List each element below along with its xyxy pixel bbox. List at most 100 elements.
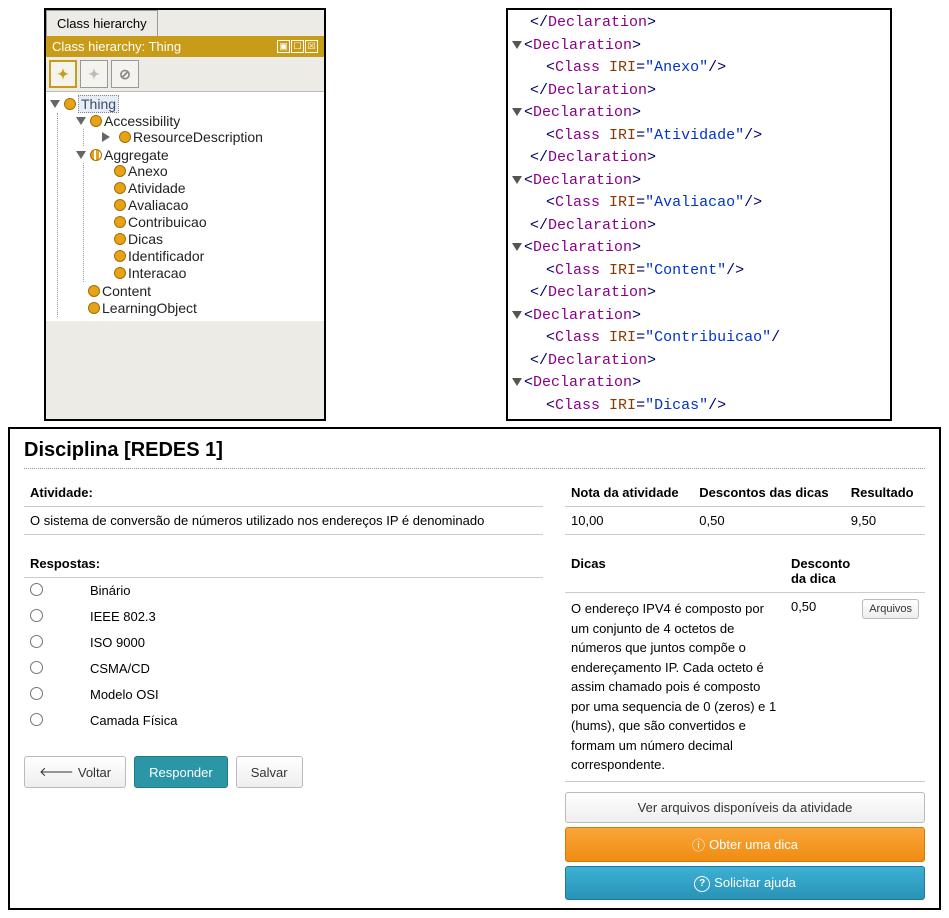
respond-button[interactable]: Responder [134,756,228,788]
activity-form-panel: Disciplina [REDES 1] Atividade: O sistem… [8,427,941,910]
delete-icon[interactable]: ⊘ [111,60,139,88]
tree-node-label: Avaliacao [128,197,188,213]
save-button[interactable]: Salvar [236,756,303,788]
tree-node[interactable]: Aggregate [76,147,320,163]
xml-line: <Class IRI="Content"/> [512,260,882,283]
xml-line: <Class IRI="Dicas"/> [512,395,882,418]
xml-line: </Declaration> [512,350,882,373]
hint-discount-header: Desconto da dica [785,550,856,593]
answer-row: CSMA/CD [24,656,543,682]
xml-line: </Declaration> [512,12,882,35]
window-controls: ▣ ☐ ☒ [277,40,318,53]
class-bullet-icon [114,182,126,194]
tree-node[interactable]: ResourceDescription [102,129,320,145]
minimize-icon[interactable]: ☐ [291,40,304,53]
answer-row: Binário [24,578,543,605]
expand-arrow-icon[interactable] [50,100,60,108]
tree-node-label: Content [102,283,151,299]
xml-source-panel: </Declaration><Declaration><Class IRI="A… [506,8,892,421]
score-result: 9,50 [845,507,925,535]
divider [24,468,925,469]
add-sibling-icon[interactable]: ✦ [49,60,77,88]
hints-header: Dicas [565,550,785,593]
tree-node[interactable]: Avaliacao [102,197,320,213]
answer-radio[interactable] [30,713,43,726]
tree-node-label: Anexo [128,163,168,179]
see-files-button[interactable]: Ver arquivos disponíveis da atividade [565,792,925,823]
tree-node-label: Dicas [128,231,163,247]
answers-header: Respostas: [24,550,543,578]
xml-line: </Declaration> [512,215,882,238]
answer-radio[interactable] [30,583,43,596]
answer-label: ISO 9000 [84,630,543,656]
score-discount: 0,50 [693,507,845,535]
class-tree: ThingAccessibilityResourceDescription Agg… [46,92,324,321]
hint-files-button[interactable]: Arquivos [862,599,919,619]
tree-node[interactable]: Atividade [102,180,320,196]
close-icon[interactable]: ☒ [305,40,318,53]
titlebar-text: Class hierarchy: Thing [52,39,181,54]
answer-label: IEEE 802.3 [84,604,543,630]
score-grade: 10,00 [565,507,693,535]
expand-arrow-icon[interactable] [76,151,86,159]
score-result-header: Resultado [845,479,925,507]
class-bullet-icon [114,199,126,211]
score-grade-header: Nota da atividade [565,479,693,507]
class-bullet-icon [114,250,126,262]
xml-line: <Class IRI="Atividade"/> [512,125,882,148]
activity-text: O sistema de conversão de números utiliz… [24,507,543,535]
answer-label: CSMA/CD [84,656,543,682]
hint-text: O endereço IPV4 é composto por um conjun… [565,593,785,782]
score-table: Nota da atividade Descontos das dicas Re… [565,479,925,535]
answer-radio[interactable] [30,687,43,700]
activity-table: Atividade: O sistema de conversão de núm… [24,479,543,535]
tree-node[interactable]: Anexo [102,163,320,179]
back-button[interactable]: 🡐 Voltar [24,756,126,788]
tree-node-label: Interacao [128,265,186,281]
tree-node[interactable]: Contribuicao [102,214,320,230]
activity-header: Atividade: [24,479,543,507]
expand-arrow-icon[interactable] [76,117,86,125]
tree-node[interactable]: Dicas [102,231,320,247]
xml-line: <Declaration> [512,35,882,58]
info-icon [692,835,705,854]
answer-row: Modelo OSI [24,682,543,708]
answer-row: Camada Física [24,708,543,734]
class-bullet-icon [90,149,102,161]
ask-help-button[interactable]: Solicitar ajuda [565,866,925,900]
answer-radio[interactable] [30,609,43,622]
class-bullet-icon [64,98,76,110]
class-hierarchy-panel: Class hierarchy Class hierarchy: Thing ▣… [44,8,326,421]
xml-line: <Class IRI="Anexo"/> [512,57,882,80]
xml-line: <Class IRI="Contribuicao"/ [512,327,882,350]
tree-node-label: ResourceDescription [133,129,263,145]
tree-node-label: Accessibility [104,113,180,129]
tree-node[interactable]: Accessibility [76,113,320,129]
tree-node-label: Aggregate [104,147,169,163]
tree-node[interactable]: Interacao [102,265,320,281]
class-bullet-icon [88,285,100,297]
tree-node[interactable]: LearningObject [76,300,320,316]
add-child-icon[interactable]: ✦ [80,60,108,88]
xml-line: <Declaration> [512,372,882,395]
score-discount-header: Descontos das dicas [693,479,845,507]
xml-line: <Declaration> [512,102,882,125]
get-hint-button[interactable]: Obter uma dica [565,827,925,862]
xml-line: </Declaration> [512,80,882,103]
discipline-title: Disciplina [REDES 1] [24,439,925,462]
class-bullet-icon [114,216,126,228]
answer-row: IEEE 802.3 [24,604,543,630]
answer-radio[interactable] [30,661,43,674]
class-hierarchy-tab[interactable]: Class hierarchy [46,10,158,36]
tree-node[interactable]: Thing [50,95,320,113]
answers-table: Respostas: BinárioIEEE 802.3ISO 9000CSMA… [24,550,543,734]
question-icon [694,874,710,892]
tree-node[interactable]: Content [76,283,320,299]
pin-icon[interactable]: ▣ [277,40,290,53]
answer-radio[interactable] [30,635,43,648]
tree-node[interactable]: Identificador [102,248,320,264]
class-bullet-icon [90,115,102,127]
tree-node-label: Contribuicao [128,214,207,230]
expand-arrow-icon[interactable] [102,132,115,142]
xml-line: <Class IRI="Avaliacao"/> [512,192,882,215]
